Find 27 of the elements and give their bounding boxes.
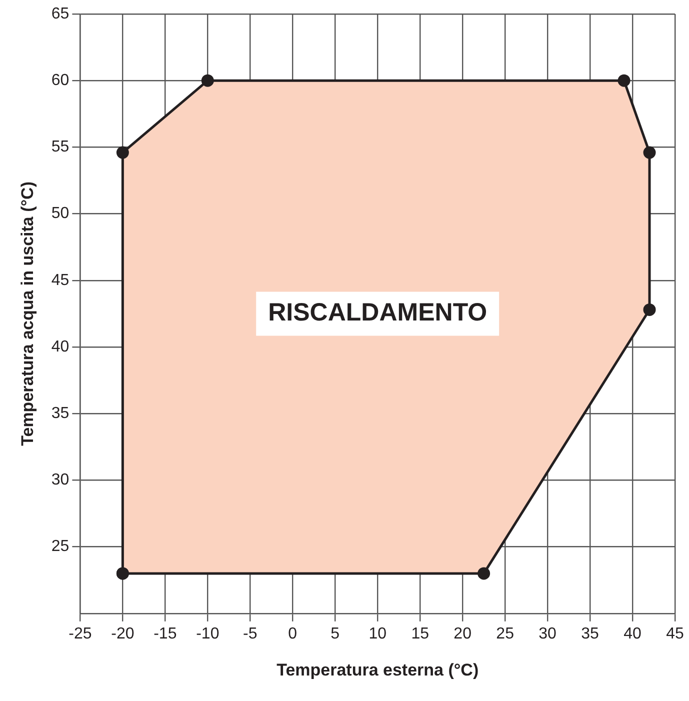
annotation: RISCALDAMENTO	[268, 298, 488, 327]
x-tick-label: 25	[496, 625, 514, 642]
x-tick-label: 45	[666, 625, 684, 642]
y-tick-label: 55	[51, 138, 70, 156]
x-tick-label: 35	[581, 625, 600, 642]
x-tick-label: 5	[330, 625, 340, 642]
y-tick-label: 65	[51, 5, 70, 22]
y-tick-label: 25	[51, 538, 70, 556]
x-tick-label: -15	[154, 625, 177, 642]
y-axis-title: Temperatura acqua in uscita (°C)	[18, 182, 37, 446]
x-tick-label: 40	[624, 625, 642, 642]
y-tick-label: 60	[51, 72, 70, 90]
y-tick-label: 40	[51, 338, 70, 356]
x-tick-label: -5	[243, 625, 258, 642]
x-tick-label: -20	[111, 625, 134, 642]
x-tick-label: 20	[454, 625, 472, 642]
x-tick-label: 0	[288, 625, 298, 642]
x-tick-label: -10	[196, 625, 220, 642]
x-tick-label: 30	[538, 625, 557, 642]
x-axis-title: Temperatura esterna (°C)	[276, 660, 479, 680]
x-tick-label: -25	[68, 625, 92, 642]
y-tick-label: 50	[51, 205, 70, 222]
y-tick-label: 35	[51, 405, 70, 422]
y-tick-label: 30	[51, 472, 70, 489]
x-tick-label: 15	[411, 625, 430, 642]
y-tick-label: 45	[51, 272, 70, 289]
x-tick-label: 10	[368, 625, 387, 642]
